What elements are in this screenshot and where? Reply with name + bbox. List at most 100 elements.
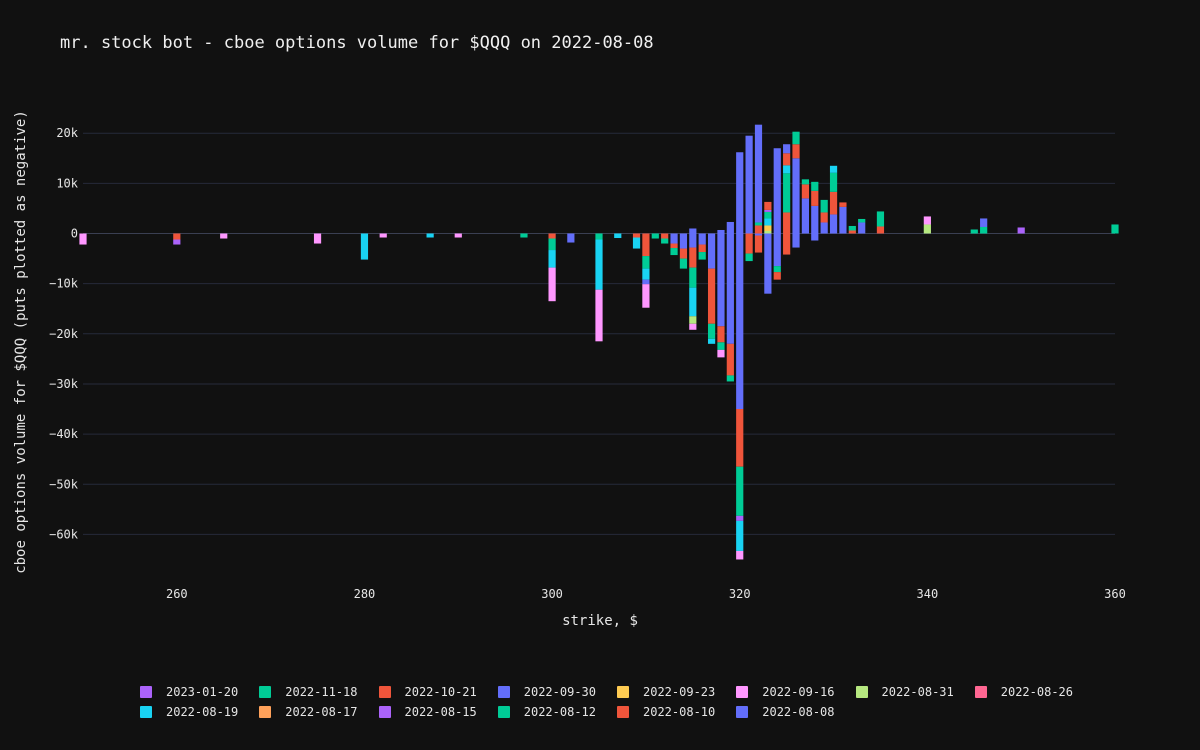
- bar-segment-put: [520, 233, 528, 238]
- bar-segment-call: [980, 226, 988, 234]
- legend-item[interactable]: 2022-09-30: [497, 684, 596, 700]
- x-axis-label: strike, $: [562, 613, 638, 629]
- legend-item[interactable]: 2023-01-20: [140, 684, 238, 700]
- bar-segment-call: [1017, 227, 1025, 234]
- bar-segment-put: [426, 233, 434, 238]
- bar-segment-put: [745, 233, 753, 254]
- legend-swatch: [259, 706, 272, 718]
- legend-item[interactable]: 2022-09-23: [617, 684, 715, 700]
- bar-segment-call: [783, 144, 791, 154]
- y-tick-label: 20k: [56, 126, 78, 140]
- bar-segment-put: [717, 326, 725, 343]
- bar-segment-call: [820, 222, 828, 234]
- bar-segment-call: [1111, 224, 1119, 234]
- bar-segment-put: [548, 267, 556, 302]
- legend-item[interactable]: 2022-08-31: [855, 684, 954, 700]
- bar-segment-put: [726, 233, 734, 344]
- bar-segment-put: [792, 233, 800, 248]
- legend-label: 2022-09-23: [643, 685, 716, 699]
- bar-segment-put: [379, 233, 387, 238]
- bar-segment-call: [764, 225, 772, 231]
- legend-label: 2022-08-26: [1000, 685, 1073, 699]
- bar-segment-put: [642, 256, 650, 269]
- bar-segment-put: [689, 323, 697, 330]
- legend-swatch: [736, 686, 749, 698]
- bar-segment-put: [717, 349, 725, 358]
- bar-segment-put: [754, 233, 763, 236]
- y-tick-label: 0: [71, 227, 78, 241]
- legend-item[interactable]: 2022-08-15: [378, 704, 477, 720]
- bar-segment-call: [764, 209, 772, 212]
- bar-segment-put: [707, 233, 716, 269]
- x-tick-label: 300: [541, 587, 563, 601]
- y-tick-label: 10k: [56, 176, 78, 190]
- legend-item[interactable]: 2022-10-21: [378, 684, 477, 700]
- bar-segment-put: [736, 466, 744, 516]
- bar-segment-put: [764, 233, 772, 294]
- legend-item[interactable]: 2022-08-08: [736, 704, 835, 720]
- bar-segment-put: [773, 233, 781, 267]
- legend-item[interactable]: 2022-09-16: [736, 684, 835, 700]
- legend-item[interactable]: 2022-08-19: [140, 704, 238, 720]
- bar-segment-put: [736, 515, 744, 521]
- bar-segment-call: [829, 165, 838, 173]
- legend-label: 2022-08-08: [762, 705, 835, 719]
- bar-segment-call: [858, 218, 866, 223]
- bar-segment-put: [651, 233, 659, 239]
- legend-swatch: [497, 686, 510, 698]
- bar-segment-call: [792, 144, 800, 159]
- legend-label: 2022-08-12: [523, 705, 596, 719]
- legend-label: 2022-11-18: [285, 685, 358, 699]
- legend-item[interactable]: 2022-08-12: [497, 704, 596, 720]
- legend-item[interactable]: 2022-08-26: [974, 684, 1073, 700]
- bar-segment-put: [595, 239, 603, 290]
- bar-segment-call: [764, 230, 772, 234]
- bar-segment-call: [980, 218, 988, 227]
- bar-segment-call: [820, 212, 828, 223]
- bar-segment-call: [811, 181, 819, 191]
- bar-segment-put: [717, 342, 725, 350]
- bar-segment-call: [829, 214, 838, 234]
- legend-label: 2023-01-20: [166, 685, 239, 699]
- bar-segment-put: [726, 375, 734, 382]
- bar-segment-call: [820, 199, 828, 213]
- legend-swatch: [378, 706, 391, 718]
- bar-segment-put: [707, 323, 716, 339]
- bar-segment-put: [548, 250, 556, 268]
- legend-item[interactable]: 2022-11-18: [259, 684, 358, 700]
- y-tick-label: −40k: [49, 427, 79, 441]
- bar-segment-put: [726, 343, 734, 376]
- bar-segment-put: [736, 233, 744, 410]
- bar-segment-call: [829, 191, 838, 215]
- legend-label: 2022-08-19: [166, 705, 239, 719]
- bar-segment-put: [642, 233, 650, 257]
- bar-segment-call: [792, 158, 800, 234]
- legend-label: 2022-08-15: [404, 705, 477, 719]
- bar-segment-put: [220, 233, 228, 239]
- bar-segment-call: [801, 198, 809, 234]
- y-tick-label: −60k: [49, 527, 79, 541]
- bar-segment-put: [632, 237, 641, 249]
- bar-segment-put: [811, 233, 819, 241]
- bar-segment-put: [614, 233, 622, 239]
- legend-swatch: [259, 686, 272, 698]
- bar-segment-call: [848, 230, 856, 234]
- legend-label: 2022-10-21: [404, 685, 477, 699]
- chart-title: mr. stock bot - cboe options volume for …: [60, 33, 654, 53]
- x-tick-label: 260: [166, 587, 188, 601]
- bar-segment-call: [754, 225, 763, 234]
- bar-segment-put: [661, 238, 669, 244]
- legend-item[interactable]: 2022-08-10: [617, 704, 715, 720]
- bar-segment-call: [783, 165, 791, 174]
- bar-segment-put: [745, 253, 753, 262]
- bar-segment-put: [736, 520, 744, 551]
- bar-segment-call: [848, 225, 856, 231]
- legend-label: 2022-08-10: [643, 705, 716, 719]
- bar-segment-put: [670, 248, 678, 256]
- bar-segment-put: [689, 287, 697, 317]
- bar-segment-put: [679, 233, 688, 249]
- bar-segment-put: [595, 233, 603, 240]
- bar-segment-call: [773, 148, 781, 234]
- legend-item[interactable]: 2022-08-17: [259, 704, 358, 720]
